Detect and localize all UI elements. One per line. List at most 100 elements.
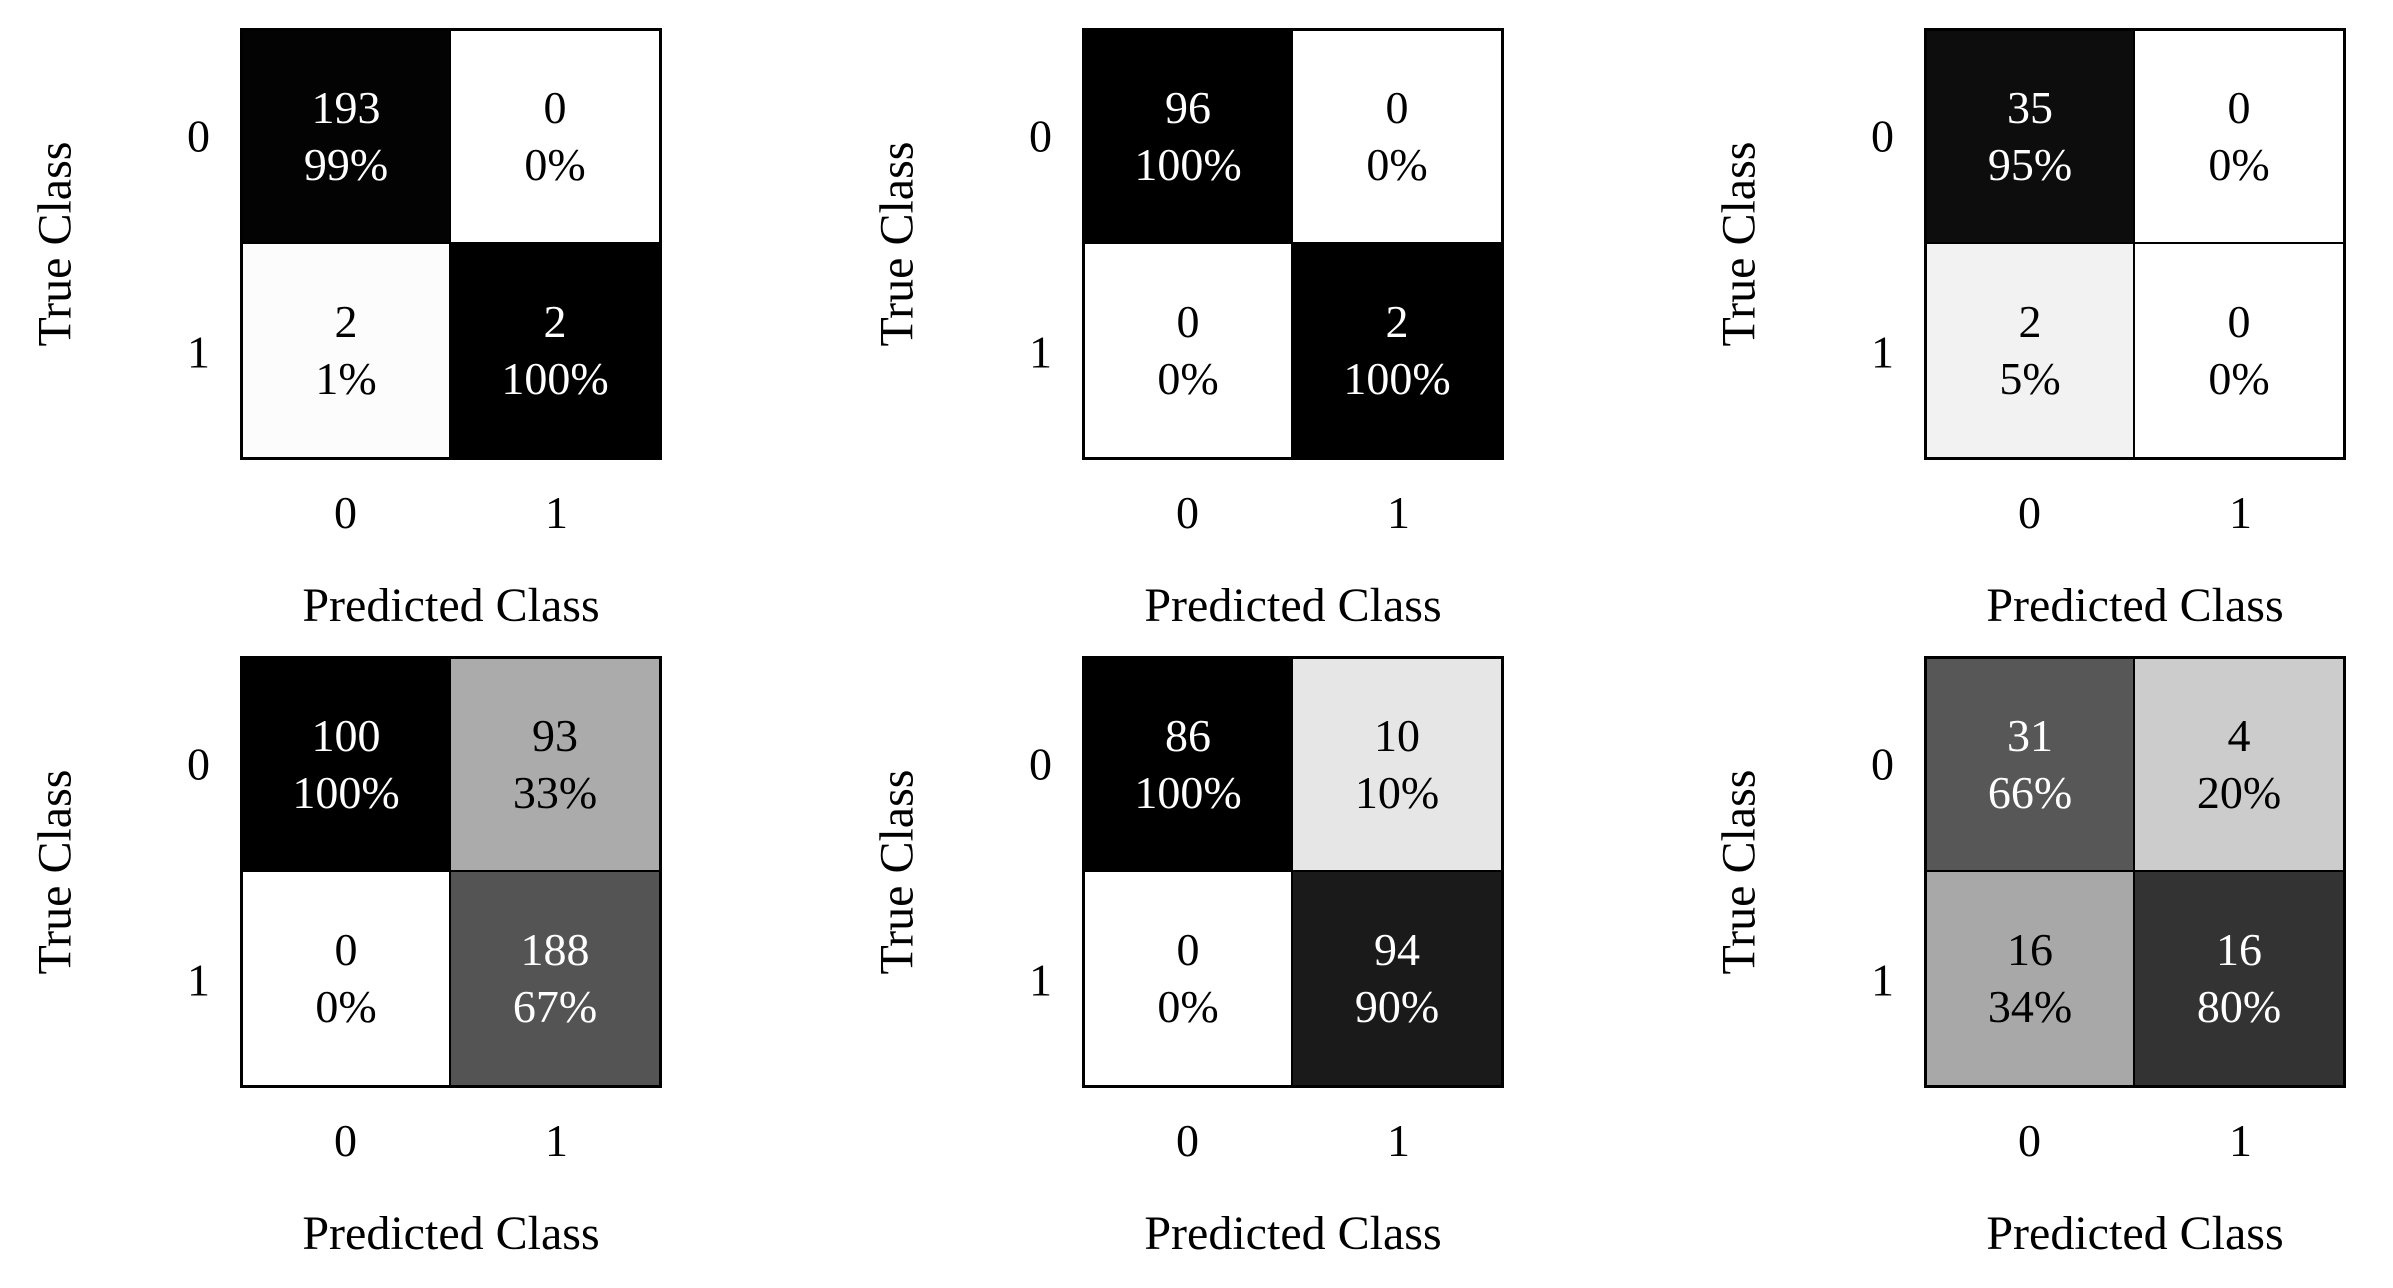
cell-percent: 100% [1343,352,1451,404]
y-tick-label-0: 0 [1029,110,1052,162]
subplot-top-left: True Class 0 1 193 99% 0 0% 2 1% 2 100% 0 1 Pre… [29,28,662,632]
cell-percent: 0% [2208,138,2270,190]
matrix-cell-r0c0: 35 95% [1927,31,2135,244]
confusion-matrix: 193 99% 0 0% 2 1% 2 100% [240,28,662,460]
y-tick-label-1: 1 [1871,954,1894,1006]
confusion-matrix: 31 66% 4 20% 16 34% 16 80% [1924,656,2346,1088]
matrix-cell-r1c1: 0 0% [2135,244,2343,457]
matrix-cell-r1c1: 2 100% [451,244,659,457]
matrix-cell-r0c0: 193 99% [243,31,451,244]
y-axis-label: True Class [870,141,924,347]
matrix-cell-r1c0: 0 0% [1085,872,1293,1085]
y-axis-label: True Class [28,769,82,975]
x-tick-labels: 0 1 [240,1114,662,1167]
cell-percent: 90% [1354,980,1440,1032]
x-tick-label-0: 0 [2018,1115,2041,1166]
subplot-top-middle: True Class 0 1 96 100% 0 0% 0 0% 2 100% 0 1 Pre… [871,28,1504,632]
cell-count: 31 [2007,710,2053,762]
x-axis-label: Predicted Class [302,579,600,632]
cell-percent: 100% [1134,766,1242,818]
x-axis-label: Predicted Class [302,1207,600,1260]
cell-count: 0 [1176,296,1200,348]
matrix-cell-r0c1: 0 0% [451,31,659,244]
cell-percent: 0% [1366,138,1428,190]
cell-percent: 80% [2196,980,2282,1032]
cell-percent: 0% [2208,352,2270,404]
subplot-bottom-right: True Class 0 1 31 66% 4 20% 16 34% 16 80% 0 1 P… [1713,656,2346,1260]
matrix-cell-r0c0: 31 66% [1927,659,2135,872]
matrix-cell-r0c0: 100 100% [243,659,451,872]
x-axis-label: Predicted Class [1986,579,2284,632]
cell-count: 2 [2018,296,2042,348]
cell-percent: 1% [315,352,377,404]
x-tick-label-1: 1 [1387,487,1410,538]
x-tick-label-1: 1 [2229,1115,2252,1166]
x-tick-labels: 0 1 [1082,486,1504,539]
cell-percent: 0% [524,138,586,190]
subplot-bottom-left: True Class 0 1 100 100% 93 33% 0 0% 188 67% 0 1… [29,656,662,1260]
x-axis-label: Predicted Class [1144,579,1442,632]
x-tick-label-1: 1 [545,1115,568,1166]
y-axis-label: True Class [1712,141,1766,347]
x-tick-labels: 0 1 [1924,486,2346,539]
subplot-top-right: True Class 0 1 35 95% 0 0% 2 5% 0 0% 0 1 Predic… [1713,28,2346,632]
cell-count: 16 [2007,924,2053,976]
cell-percent: 5% [1999,352,2061,404]
x-axis-label: Predicted Class [1144,1207,1442,1260]
x-tick-labels: 0 1 [1082,1114,1504,1167]
matrix-cell-r1c0: 0 0% [1085,244,1293,457]
x-tick-label-0: 0 [334,487,357,538]
cell-count: 2 [543,296,567,348]
cell-count: 10 [1374,710,1420,762]
cell-count: 0 [1176,924,1200,976]
cell-count: 35 [2007,82,2053,134]
cell-percent: 0% [315,980,377,1032]
y-tick-label-0: 0 [1029,738,1052,790]
confusion-matrix: 96 100% 0 0% 0 0% 2 100% [1082,28,1504,460]
matrix-cell-r0c1: 10 10% [1293,659,1501,872]
y-tick-label-0: 0 [1871,738,1894,790]
cell-count: 16 [2216,924,2262,976]
matrix-cell-r1c1: 188 67% [451,872,659,1085]
cell-count: 0 [2227,82,2251,134]
cell-percent: 33% [512,766,598,818]
x-tick-label-0: 0 [1176,487,1199,538]
cell-count: 0 [334,924,358,976]
matrix-cell-r1c1: 2 100% [1293,244,1501,457]
matrix-cell-r1c0: 16 34% [1927,872,2135,1085]
confusion-matrix: 86 100% 10 10% 0 0% 94 90% [1082,656,1504,1088]
cell-percent: 0% [1157,352,1219,404]
matrix-cell-r1c0: 2 1% [243,244,451,457]
cell-percent: 95% [1987,138,2073,190]
cell-count: 93 [532,710,578,762]
cell-percent: 100% [501,352,609,404]
cell-percent: 99% [303,138,389,190]
cell-count: 86 [1165,710,1211,762]
cell-count: 193 [311,82,381,134]
cell-count: 94 [1374,924,1420,976]
cell-count: 188 [520,924,590,976]
cell-percent: 100% [1134,138,1242,190]
y-tick-label-1: 1 [1029,954,1052,1006]
cell-count: 4 [2227,710,2251,762]
x-tick-label-1: 1 [2229,487,2252,538]
x-tick-label-0: 0 [1176,1115,1199,1166]
confusion-matrix: 35 95% 0 0% 2 5% 0 0% [1924,28,2346,460]
y-tick-label-0: 0 [187,110,210,162]
y-tick-label-0: 0 [187,738,210,790]
x-tick-label-1: 1 [1387,1115,1410,1166]
cell-percent: 100% [292,766,400,818]
y-tick-label-1: 1 [1871,326,1894,378]
cell-percent: 0% [1157,980,1219,1032]
matrix-cell-r0c1: 4 20% [2135,659,2343,872]
cell-percent: 66% [1987,766,2073,818]
y-tick-label-1: 1 [187,954,210,1006]
x-tick-label-0: 0 [334,1115,357,1166]
matrix-cell-r0c1: 0 0% [1293,31,1501,244]
matrix-cell-r1c1: 94 90% [1293,872,1501,1085]
cell-count: 0 [1385,82,1409,134]
y-axis-label: True Class [1712,769,1766,975]
cell-percent: 34% [1987,980,2073,1032]
cell-count: 2 [1385,296,1409,348]
